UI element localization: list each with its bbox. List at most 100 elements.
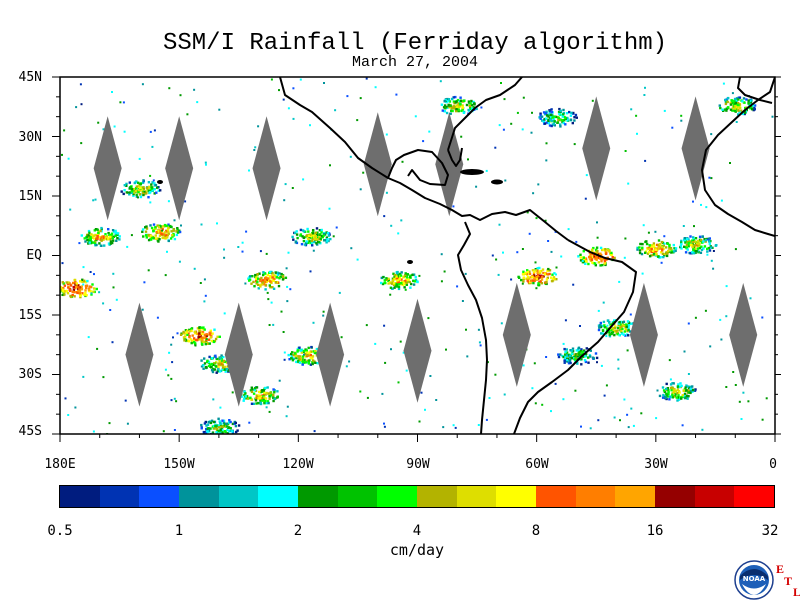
rain-pixel — [613, 319, 616, 322]
rain-pixel — [457, 102, 460, 105]
rain-pixel — [656, 255, 660, 258]
rain-pixel — [267, 401, 270, 405]
rain-pixel — [636, 248, 639, 251]
rain-pixel — [167, 230, 170, 233]
rain-pixel — [114, 233, 117, 236]
rain-pixel — [264, 399, 267, 403]
rain-pixel — [80, 234, 83, 237]
rain-pixel — [680, 247, 683, 250]
rain-pixel — [325, 231, 328, 234]
rain-pixel — [107, 242, 111, 245]
rain-pixel — [251, 275, 254, 278]
rain-pixel — [148, 191, 151, 195]
rain-pixel — [255, 282, 258, 285]
rain-pixel — [78, 288, 81, 291]
rain-pixel — [545, 280, 548, 284]
rain-pixel — [461, 106, 464, 109]
rain-pixel — [674, 393, 677, 396]
rain-pixel — [191, 334, 194, 337]
rain-pixel — [141, 83, 144, 86]
rain-pixel — [68, 289, 72, 292]
rain-pixel — [266, 400, 270, 403]
rain-pixel — [111, 341, 114, 344]
rain-pixel — [107, 228, 110, 231]
swath-gap-diamond — [729, 282, 758, 387]
rain-pixel — [532, 281, 535, 285]
hawaii-island — [157, 180, 163, 184]
rain-pixel — [699, 251, 703, 254]
rain-pixel — [406, 276, 409, 280]
rain-pixel — [708, 242, 711, 245]
rain-pixel — [400, 278, 403, 281]
rain-pixel — [733, 109, 736, 112]
rain-pixel — [326, 231, 330, 235]
rain-pixel — [133, 191, 136, 194]
rain-pixel — [662, 389, 666, 392]
rain-pixel — [208, 333, 211, 336]
rain-pixel — [100, 239, 103, 242]
rain-pixel — [624, 237, 627, 240]
rain-pixel — [234, 421, 237, 425]
rain-pixel — [627, 334, 630, 337]
rain-pixel — [456, 104, 459, 107]
rain-pixel — [538, 116, 541, 119]
rain-pixel — [287, 353, 290, 357]
rain-pixel — [268, 410, 271, 413]
rain-pixel — [175, 400, 178, 403]
rain-pixel — [468, 104, 471, 108]
rain-pixel — [532, 192, 535, 195]
rain-pixel — [221, 428, 224, 432]
rain-pixel — [190, 341, 193, 345]
rain-pixel — [543, 122, 547, 125]
rain-pixel — [61, 153, 63, 156]
rain-pixel — [268, 394, 271, 398]
colorbar-segment — [694, 486, 735, 507]
rain-pixel — [94, 198, 97, 201]
rain-pixel — [729, 162, 731, 164]
rain-pixel — [153, 182, 156, 185]
rain-pixel — [309, 356, 312, 359]
rain-pixel — [590, 249, 594, 253]
rain-pixel — [554, 115, 558, 119]
rain-pixel — [638, 249, 642, 252]
rain-pixel — [567, 228, 570, 231]
rain-pixel — [90, 292, 93, 295]
rain-pixel — [680, 114, 683, 117]
rain-pixel — [97, 121, 100, 124]
rain-pixel — [203, 328, 206, 331]
rain-pixel — [663, 395, 667, 399]
rain-pixel — [164, 274, 167, 277]
rain-pixel — [319, 237, 322, 240]
rain-pixel — [69, 208, 72, 211]
rain-pixel — [329, 237, 332, 241]
rain-pixel — [303, 358, 306, 362]
rain-pixel — [298, 357, 301, 360]
rain-pixel — [183, 339, 186, 342]
rain-pixel — [584, 262, 587, 265]
rain-pixel — [266, 273, 270, 277]
rain-pixel — [451, 97, 454, 101]
rain-pixel — [276, 273, 279, 276]
rain-pixel — [231, 430, 234, 433]
rain-pixel — [200, 340, 203, 343]
rain-pixel — [449, 112, 452, 115]
rain-pixel — [687, 395, 690, 398]
rain-pixel — [198, 333, 201, 336]
rain-pixel — [611, 331, 615, 334]
rain-pixel — [89, 236, 92, 239]
hispaniola-island — [491, 179, 503, 185]
rain-pixel — [191, 339, 194, 343]
rain-pixel — [725, 315, 728, 318]
rain-pixel — [123, 130, 126, 133]
rain-pixel — [557, 355, 561, 359]
rain-pixel — [619, 419, 621, 422]
rain-pixel — [304, 235, 307, 239]
rain-pixel — [149, 130, 152, 133]
rain-pixel — [283, 199, 286, 202]
rain-pixel — [722, 82, 725, 85]
rain-pixel — [211, 431, 215, 434]
rain-pixel — [532, 274, 536, 277]
rain-pixel — [604, 263, 607, 267]
rain-pixel — [309, 350, 312, 353]
rain-pixel — [443, 110, 446, 113]
